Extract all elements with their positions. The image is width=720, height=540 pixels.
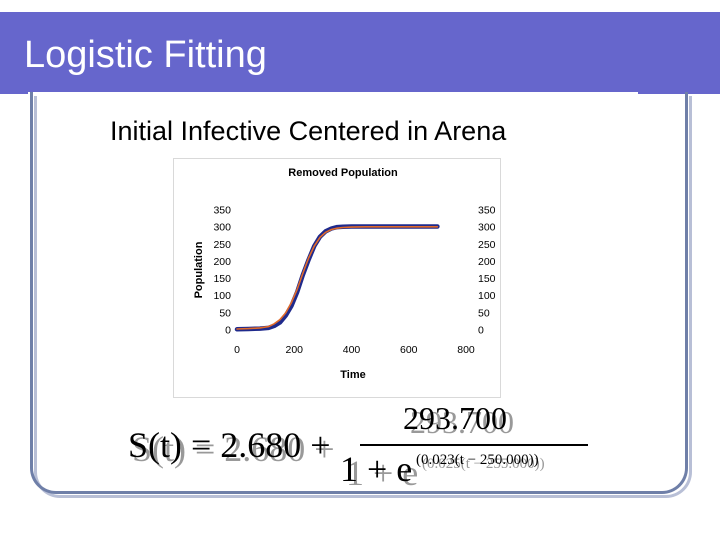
x-tick-label: 400 [343, 344, 361, 356]
y-tick-label: 150 [213, 273, 231, 285]
y-tick-label: 250 [213, 239, 231, 251]
x-axis-label: Time [340, 369, 365, 381]
content-frame [30, 92, 688, 494]
y2-tick-label: 350 [478, 205, 496, 217]
title-underline [28, 92, 638, 96]
y-tick-label: 0 [225, 325, 231, 337]
series-line-1 [234, 224, 440, 332]
removed-population-chart: Removed Population 0 50 100 150 200 250 300 350… [193, 167, 496, 381]
y2-tick-label: 250 [478, 239, 496, 251]
slide-subtitle: Initial Infective Centered in Arena [110, 116, 507, 146]
y2-tick-label: 50 [478, 307, 490, 319]
logistic-formula: S(t) = 2.680 + S(t) = 2.680 + 293.700 29… [128, 400, 598, 493]
formula-numerator-overlap: 293.700 [410, 404, 514, 440]
slide-title: Logistic Fitting [24, 34, 267, 76]
content-frame-shadow [34, 96, 692, 498]
y-tick-label: 300 [213, 222, 231, 234]
formula-lhs: S(t) = 2.680 + [128, 425, 331, 465]
formula-denominator-overlap: 1 + e [346, 453, 419, 493]
y2-tick-label: 200 [478, 256, 496, 268]
y-tick-label: 200 [213, 256, 231, 268]
chart-title: Removed Population [288, 167, 398, 179]
formula-exponent: (0.023(t − 250.000)) [416, 452, 539, 468]
x-tick-label: 800 [457, 344, 475, 356]
x-tick-label: 0 [234, 344, 240, 356]
formula-numerator: 293.700 [403, 400, 507, 436]
y-axis-label: Population [193, 241, 205, 298]
y2-tick-label: 0 [478, 325, 484, 337]
y2-tick-label: 100 [478, 290, 496, 302]
y-tick-label: 100 [213, 290, 231, 302]
formula-denominator: 1 + e [340, 449, 413, 489]
y2-tick-label: 150 [478, 273, 496, 285]
x-tick-label: 200 [285, 344, 303, 356]
title-bar [0, 12, 720, 96]
formula-lhs-overlap: S(t) = 2.680 + [132, 429, 335, 469]
formula-fraction-bar [360, 444, 588, 446]
y2-tick-label: 300 [478, 222, 496, 234]
chart-background [173, 158, 501, 398]
formula-exponent-overlap: (0.025(t − 255.000)) [422, 456, 545, 472]
series-line-2 [236, 226, 439, 330]
y-tick-label: 50 [219, 307, 231, 319]
y-tick-label: 350 [213, 205, 231, 217]
x-tick-label: 600 [400, 344, 418, 356]
